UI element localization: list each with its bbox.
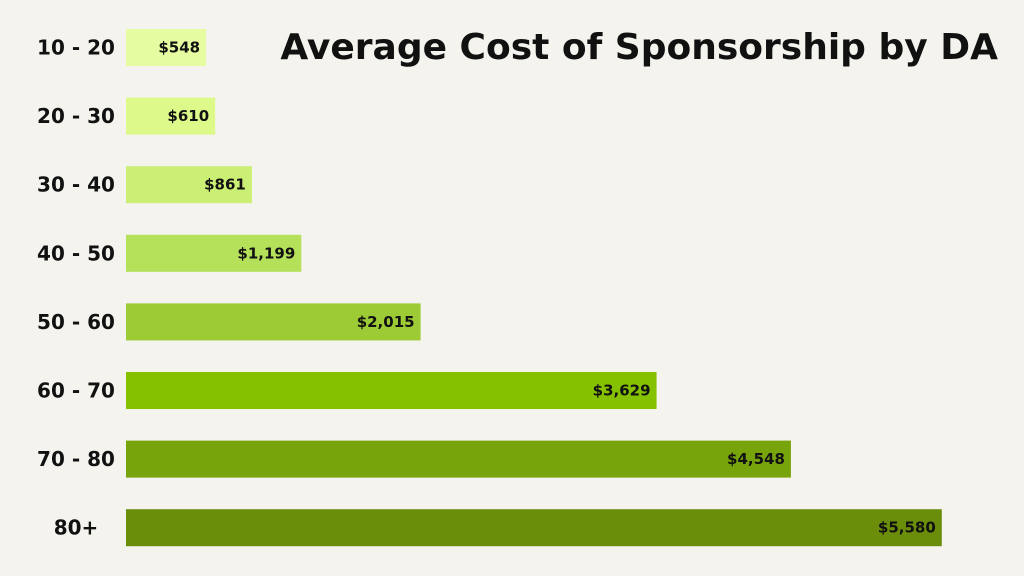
value-label: $3,629 (593, 382, 651, 400)
bar (126, 303, 421, 341)
category-label: 30 - 40 (37, 173, 115, 197)
value-label: $610 (167, 107, 209, 125)
value-label: $548 (158, 39, 200, 57)
bar (126, 234, 302, 272)
chart-title: Average Cost of Sponsorship by DA (280, 27, 998, 68)
bar (126, 509, 942, 547)
category-label: 10 - 20 (37, 36, 115, 60)
category-label: 40 - 50 (37, 241, 115, 265)
category-label: 50 - 60 (37, 310, 115, 334)
value-label: $2,015 (357, 313, 415, 331)
category-label: 80+ (54, 516, 99, 540)
category-label: 70 - 80 (37, 447, 115, 471)
category-labels: 10 - 20 20 - 30 30 - 40 40 - 50 50 - 60 60 - … (37, 36, 115, 540)
value-label: $1,199 (237, 244, 295, 262)
bars (126, 29, 942, 547)
category-label: 60 - 70 (37, 379, 115, 403)
category-label: 20 - 30 (37, 104, 115, 128)
value-labels: $548 $610 $861 $1,199 $2,015 $3,629 $4,548 $5,5… (158, 39, 935, 537)
bar (126, 440, 791, 478)
bar (126, 29, 207, 66)
value-label: $5,580 (878, 519, 936, 537)
bar (126, 166, 252, 204)
bar (126, 372, 657, 409)
value-label: $861 (204, 176, 246, 194)
bar (126, 97, 216, 135)
value-label: $4,548 (727, 450, 785, 468)
